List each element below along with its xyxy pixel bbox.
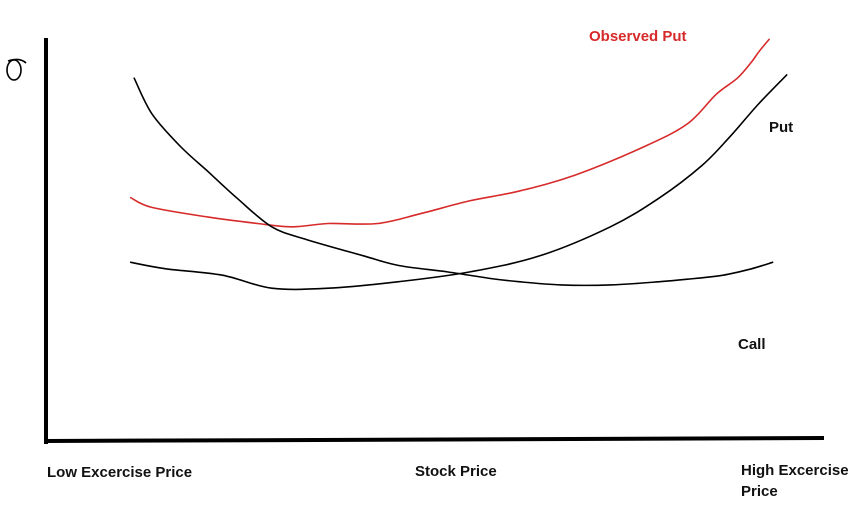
series-line-observed-put bbox=[129, 38, 770, 228]
y-axis-label-sigma bbox=[6, 58, 27, 81]
x-tick-label-low-excercise-price: Low Excercise Price bbox=[47, 464, 192, 481]
x-tick-label-stock-price: Stock Price bbox=[415, 463, 497, 480]
x-axis bbox=[43, 435, 825, 444]
series-line-call bbox=[133, 77, 774, 287]
series-layer bbox=[129, 38, 788, 291]
axes bbox=[43, 38, 825, 444]
series-label-put: Put bbox=[769, 119, 793, 136]
series-label-call: Call bbox=[738, 336, 766, 353]
series-line-put bbox=[129, 74, 788, 291]
x-tick-label-high-excercise-price: High Excercise Price bbox=[741, 462, 849, 500]
label-layer: Observed Put Put Call Low Excercise Price St… bbox=[47, 28, 849, 500]
series-label-observed-put: Observed Put bbox=[589, 28, 687, 45]
